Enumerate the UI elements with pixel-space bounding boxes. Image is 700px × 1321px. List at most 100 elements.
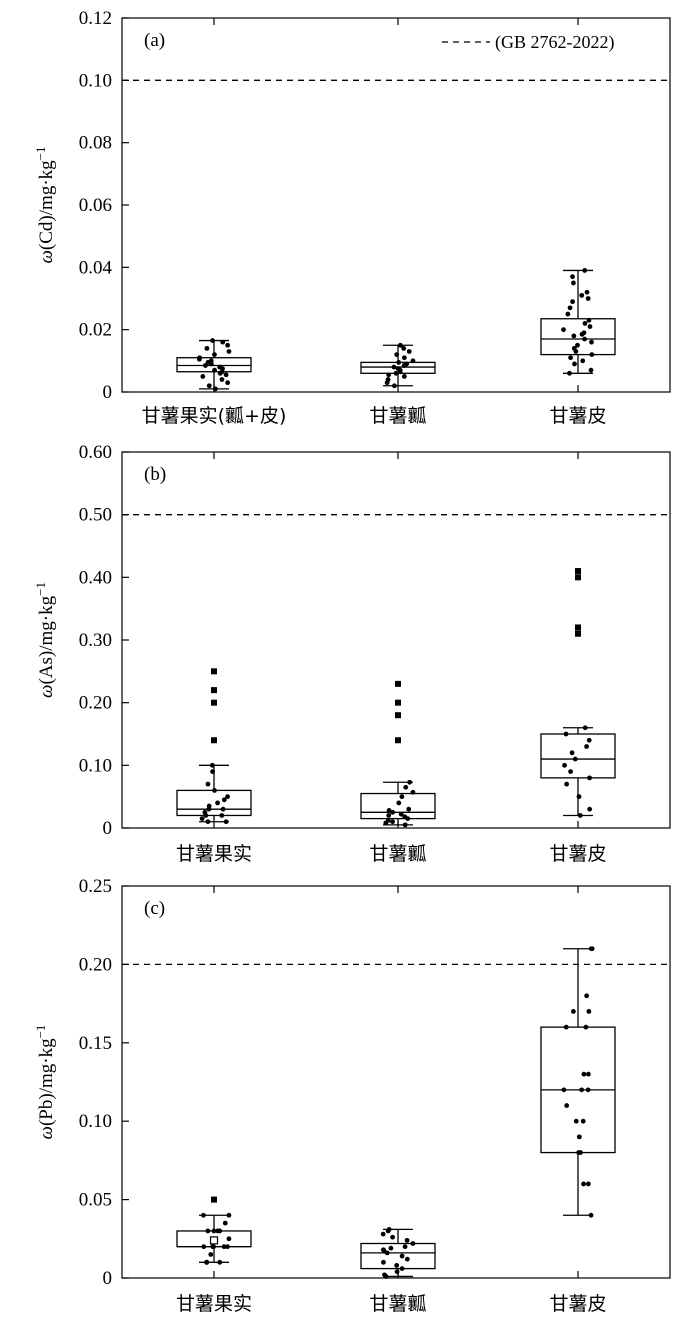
outlier-point — [211, 699, 217, 706]
y-tick-label: 0.50 — [79, 505, 112, 526]
data-point — [568, 769, 573, 774]
category-label: 甘薯果实 — [176, 843, 252, 865]
data-point — [406, 349, 412, 354]
data-point — [561, 327, 566, 333]
box-1 — [176, 1196, 252, 1265]
box-iqr — [540, 733, 616, 779]
y-tick-label: 0.08 — [79, 133, 112, 154]
outlier-point — [395, 699, 401, 706]
data-point — [410, 1241, 416, 1246]
data-point — [587, 324, 593, 329]
data-point — [201, 1212, 206, 1218]
data-point — [571, 333, 577, 339]
y-axis-label: ω(As)/mg·kg−1 — [33, 582, 58, 698]
plot-frame — [121, 885, 671, 1279]
outlier-point — [211, 1196, 217, 1203]
category-label: 甘薯瓤 — [369, 1293, 426, 1315]
data-point — [571, 345, 577, 351]
data-point — [398, 811, 404, 817]
data-point — [582, 336, 587, 342]
box-3 — [540, 268, 616, 376]
data-point — [576, 1134, 582, 1140]
data-point — [385, 377, 391, 382]
data-point — [580, 358, 586, 364]
data-point — [393, 370, 399, 376]
data-point — [586, 737, 592, 743]
data-point — [380, 1247, 386, 1253]
data-point — [217, 364, 223, 370]
data-point — [585, 1181, 591, 1187]
y-tick-label: 0.05 — [79, 1190, 112, 1211]
data-point — [201, 1244, 207, 1250]
data-point — [225, 380, 231, 386]
y-tick-label: 0.06 — [79, 195, 112, 216]
data-point — [406, 806, 412, 812]
panel-3: 0 0.05 0.10 0.15 0.20 0.25 甘薯果实 甘薯瓤 甘薯皮 (c) ω(Pb)/… — [33, 876, 671, 1315]
data-point — [401, 345, 407, 351]
data-point — [212, 352, 217, 357]
data-point — [582, 321, 588, 326]
data-point — [391, 364, 397, 370]
data-point — [225, 1244, 230, 1250]
data-point — [199, 816, 205, 821]
data-point — [410, 789, 416, 795]
data-point — [587, 806, 593, 812]
box-1 — [176, 338, 252, 392]
data-point — [571, 280, 576, 286]
data-point — [399, 1266, 405, 1271]
data-point — [398, 342, 403, 348]
panel-label: (c) — [144, 898, 165, 919]
data-point — [226, 1236, 232, 1242]
mean-marker — [209, 1236, 219, 1245]
y-tick-label: 0 — [103, 818, 113, 839]
data-point — [407, 779, 413, 785]
data-point — [204, 345, 210, 351]
data-point — [219, 377, 225, 382]
data-point — [565, 311, 571, 317]
data-point — [586, 317, 592, 323]
data-point — [399, 794, 405, 800]
data-point — [404, 361, 410, 367]
data-point — [399, 1253, 405, 1259]
data-point — [584, 289, 590, 295]
outlier-point — [575, 568, 581, 575]
data-point — [585, 1087, 591, 1093]
box-iqr — [176, 789, 252, 817]
data-point — [204, 1259, 210, 1265]
data-point — [206, 383, 212, 389]
data-point — [573, 1118, 579, 1124]
category-label: 甘薯果实 — [176, 1293, 252, 1315]
data-point — [588, 367, 594, 373]
y-tick-label: 0.04 — [79, 257, 113, 278]
data-point — [386, 813, 392, 818]
outlier-point — [211, 737, 217, 744]
category-label: 甘薯皮 — [549, 1293, 606, 1315]
y-tick-label: 0.60 — [79, 442, 112, 463]
data-point — [220, 339, 226, 345]
data-point — [223, 819, 229, 825]
data-point — [211, 1228, 217, 1234]
data-point — [225, 342, 231, 348]
y-tick-label: 0.02 — [79, 320, 112, 341]
data-point — [581, 1181, 586, 1187]
box-2 — [360, 342, 436, 389]
data-point — [226, 349, 232, 354]
data-point — [585, 296, 591, 301]
data-point — [569, 750, 575, 756]
data-point — [381, 1259, 386, 1265]
y-tick-label: 0.12 — [79, 8, 112, 29]
category-label: 甘薯瓤 — [369, 843, 426, 865]
data-point — [580, 1118, 586, 1124]
y-tick-label: 0.25 — [79, 876, 112, 897]
data-point — [212, 367, 217, 373]
data-point — [220, 806, 226, 812]
data-point — [386, 1226, 392, 1232]
data-point — [382, 1272, 387, 1278]
data-point — [568, 355, 573, 361]
box-3 — [540, 946, 616, 1218]
data-point — [394, 352, 400, 357]
data-point — [212, 386, 218, 392]
y-tick-label: 0.20 — [79, 954, 112, 975]
data-point — [205, 819, 211, 825]
panel-2: 0 0.10 0.20 0.30 0.40 0.50 0.60 甘薯果实 甘薯瓤 甘薯皮 (b) ω(… — [33, 442, 671, 865]
